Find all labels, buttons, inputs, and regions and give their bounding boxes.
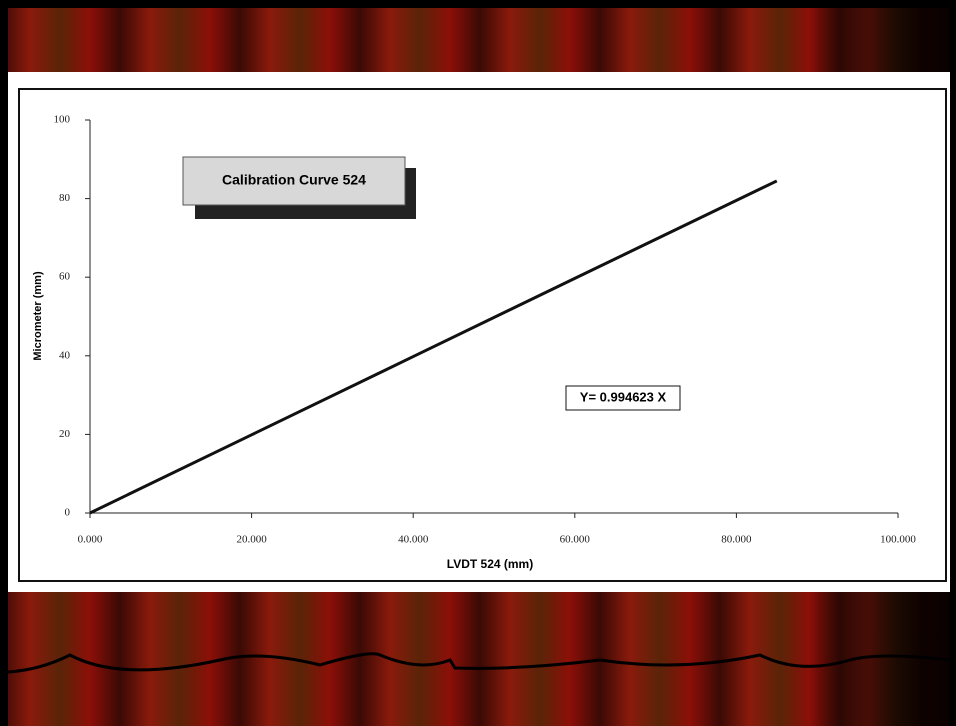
y-axis-label: Micrometer (mm): [32, 271, 44, 361]
chart-border: [18, 88, 947, 582]
x-tick-label: 80.000: [721, 534, 752, 546]
curtain-shade: [8, 8, 950, 72]
data-line: [89, 179, 778, 515]
x-tick-label: 20.000: [236, 534, 267, 546]
y-tick-label: 60: [59, 271, 71, 283]
annotation: Y= 0.994623 X: [580, 389, 667, 404]
chart-panel: [8, 72, 950, 592]
x-tick-label: 60.000: [560, 534, 591, 546]
y-tick-label: 0: [65, 507, 71, 519]
x-tick-label: 100.000: [880, 534, 916, 546]
annotation-box: [565, 385, 681, 411]
x-axis-label: LVDT 524 (mm): [447, 557, 533, 571]
chart-title: Calibration Curve 524: [222, 172, 366, 188]
y-tick-label: 20: [59, 428, 71, 440]
y-tick-label: 40: [59, 349, 71, 361]
x-tick-label: 40.000: [398, 534, 429, 546]
curtain-hem: [7, 652, 951, 674]
x-tick-label: 0.000: [78, 534, 103, 546]
title-box: [182, 156, 406, 206]
y-tick-label: 100: [54, 114, 71, 126]
curtain-shade: [8, 592, 950, 726]
y-tick-label: 80: [59, 192, 71, 204]
